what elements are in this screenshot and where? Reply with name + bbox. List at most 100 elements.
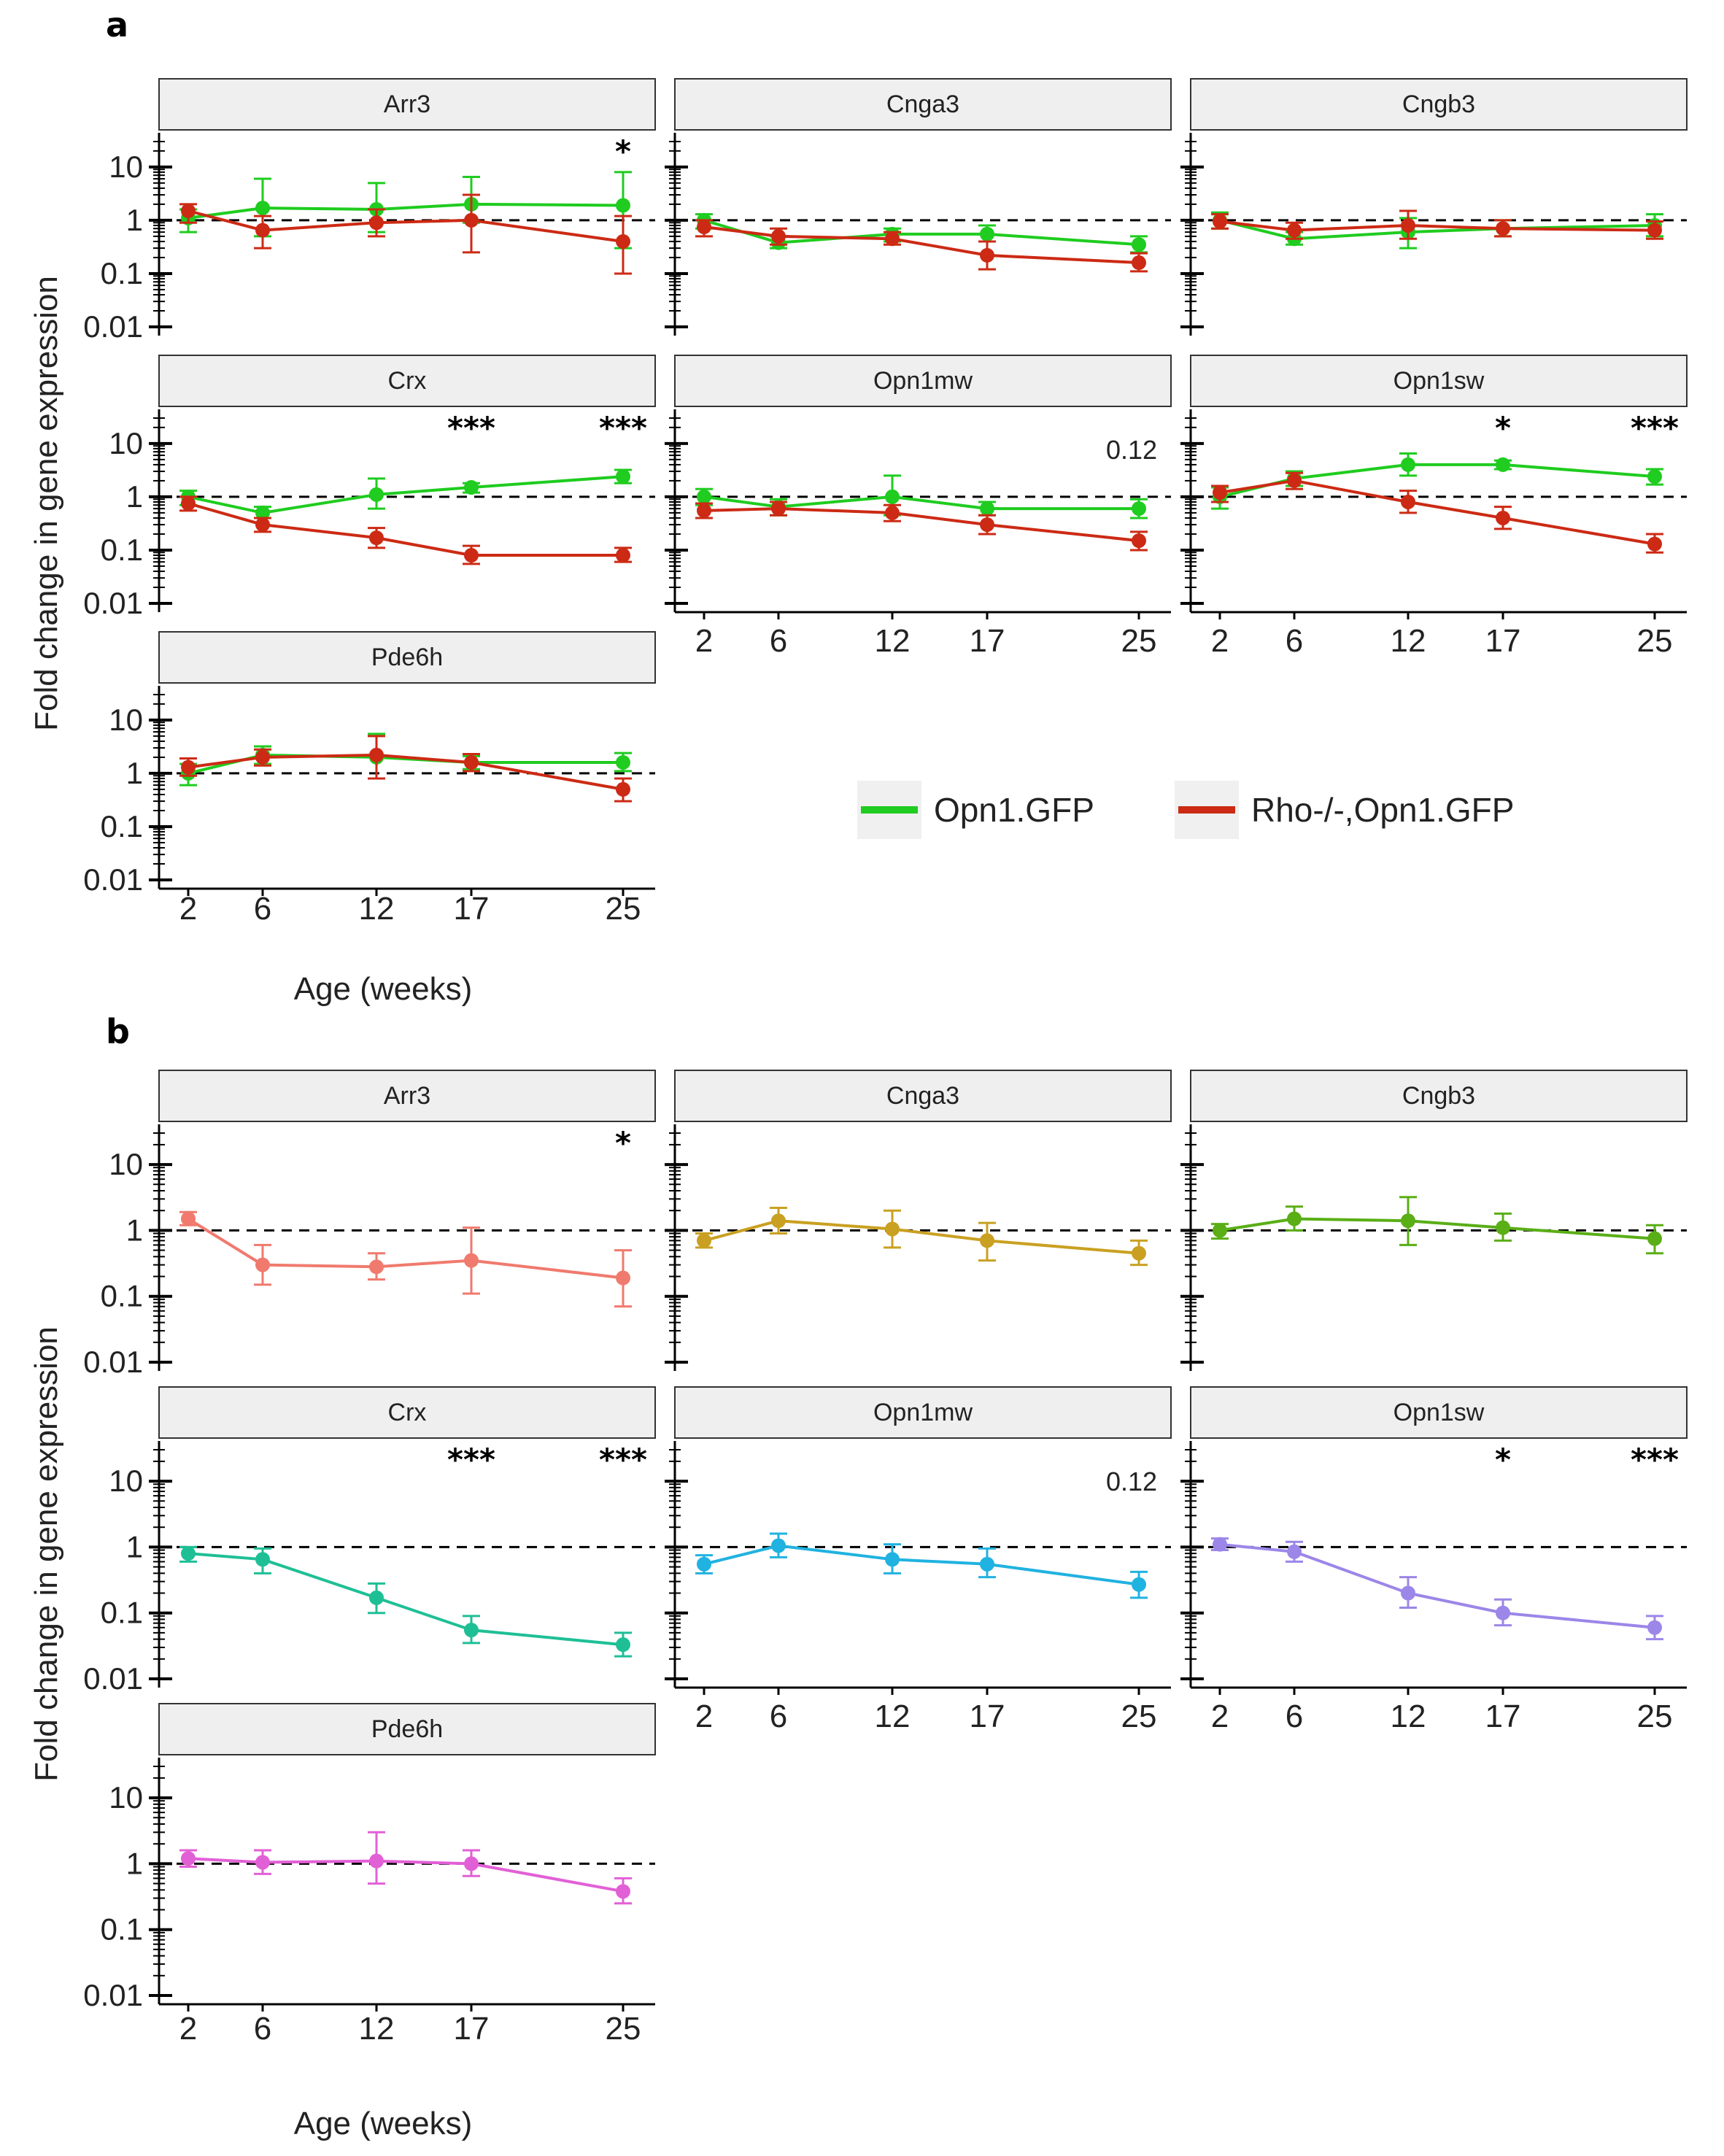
facet-title: Opn1mw	[873, 1399, 973, 1426]
y-tick-label: 10	[109, 150, 143, 184]
y-tick-label: 10	[109, 703, 143, 737]
data-point	[885, 1221, 900, 1237]
facet-title: Cngb3	[1402, 1082, 1475, 1110]
x-tick-label: 6	[770, 623, 787, 659]
data-point	[697, 503, 711, 518]
significance-label: 0.12	[1106, 1467, 1157, 1496]
significance-label: *	[1495, 1442, 1511, 1477]
data-point	[616, 198, 630, 213]
series-rho-opn1-gfp	[695, 219, 1148, 273]
series-pde6h	[179, 1831, 632, 1905]
facet-strip	[674, 355, 1172, 407]
x-tick-label: 25	[606, 891, 641, 927]
series-rho-opn1-gfp	[179, 495, 632, 565]
data-point	[369, 530, 384, 546]
y-tick-label: 0.01	[83, 586, 143, 620]
data-point	[255, 223, 270, 238]
x-tick-label: 2	[1211, 1699, 1229, 1734]
data-point	[464, 480, 479, 495]
series-cnga3	[695, 1206, 1148, 1267]
data-point	[1647, 536, 1662, 552]
data-point	[616, 233, 630, 249]
facet-crx: Crx 10 1 0.1 0.01 *** ***	[83, 355, 656, 620]
facet-title: Pde6h	[371, 644, 443, 671]
data-point	[1401, 1585, 1415, 1601]
y-axis-title: Fold change in gene expression	[28, 276, 64, 731]
facet-pde6h: Pde6h 10 1 0.1 0.01 2 6 12 17 25	[83, 631, 656, 927]
data-point	[1213, 485, 1227, 501]
data-point	[980, 226, 994, 242]
x-tick-label: 2	[179, 891, 197, 927]
x-axis-title: Age (weeks)	[294, 2106, 473, 2141]
data-point	[1132, 533, 1146, 549]
data-point	[885, 489, 900, 504]
facet-strip	[1190, 1386, 1688, 1439]
facet-cnga3: Cnga3	[665, 1070, 1172, 1371]
y-axis-title: Fold change in gene expression	[28, 1326, 64, 1782]
data-point	[980, 501, 994, 517]
data-point	[1401, 1213, 1415, 1229]
data-point	[1647, 1620, 1662, 1635]
data-point	[697, 220, 711, 235]
x-tick-label: 6	[254, 2011, 271, 2047]
data-point	[1647, 223, 1662, 238]
x-tick-label: 6	[1286, 1699, 1303, 1734]
data-point	[181, 1546, 196, 1561]
facet-title: Crx	[388, 1399, 427, 1426]
data-point	[181, 204, 196, 219]
data-point	[885, 231, 900, 247]
data-point	[1496, 1605, 1510, 1620]
data-point	[369, 1853, 384, 1869]
data-point	[255, 505, 270, 520]
data-point	[255, 1257, 270, 1272]
x-axis-title: Age (weeks)	[294, 971, 473, 1007]
data-point	[1287, 1211, 1302, 1226]
panel-b: b Arr3 10 1 0.1 0.01 * Cnga3 Cngb3 Crx 10 1 0.1 0.01 *…	[28, 1012, 1688, 2141]
data-point	[697, 489, 711, 504]
series-opn1sw	[1211, 1537, 1663, 1641]
x-tick-label: 12	[359, 891, 395, 927]
x-tick-label: 2	[695, 1699, 713, 1734]
x-tick-label: 2	[1211, 623, 1229, 659]
data-point	[369, 1259, 384, 1275]
legend: Opn1.GFP Rho-/-,Opn1.GFP	[857, 781, 1514, 839]
y-tick-label: 0.1	[101, 1279, 143, 1313]
panel-a: a Arr3 10 1 0.1 0.01 * Cnga3 Cngb3 Crx 10 1 0.1 0.01 *…	[28, 5, 1688, 1007]
data-point	[771, 228, 786, 244]
significance-label: *	[615, 1125, 631, 1161]
x-tick-label: 12	[1391, 1699, 1426, 1734]
data-point	[771, 1213, 786, 1229]
y-tick-label: 10	[109, 1464, 143, 1498]
x-tick-label: 12	[875, 623, 911, 659]
data-point	[1213, 1537, 1227, 1552]
data-point	[1647, 469, 1662, 484]
data-point	[616, 469, 630, 484]
data-point	[369, 1590, 384, 1605]
facet-arr3: Arr3 10 1 0.1 0.01 *	[83, 78, 656, 344]
facet-pde6h: Pde6h 10 1 0.1 0.01 2 6 12 17 25	[83, 1703, 656, 2047]
facet-title: Opn1sw	[1393, 367, 1485, 395]
data-point	[1496, 221, 1510, 236]
significance-label: ***	[599, 410, 647, 446]
data-point	[697, 1233, 711, 1248]
series-arr3	[179, 1210, 632, 1308]
facet-title: Arr3	[384, 1082, 430, 1110]
data-point	[464, 1623, 479, 1638]
significance-label: ***	[1631, 410, 1679, 446]
y-tick-label: 10	[109, 426, 143, 460]
data-point	[980, 247, 994, 263]
facet-title: Cnga3	[886, 1082, 959, 1110]
data-point	[369, 747, 384, 762]
facet-cngb3: Cngb3	[1180, 1070, 1688, 1371]
series-opn1mw	[695, 1532, 1148, 1599]
data-point	[1132, 255, 1146, 271]
x-tick-label: 25	[1637, 623, 1673, 659]
y-tick-label: 1	[126, 479, 143, 514]
x-tick-label: 17	[1485, 623, 1521, 659]
data-point	[255, 749, 270, 765]
facet-title: Opn1mw	[873, 367, 973, 395]
facet-strip	[158, 355, 656, 407]
facet-strip	[1190, 78, 1688, 131]
significance-label: *	[615, 134, 631, 169]
